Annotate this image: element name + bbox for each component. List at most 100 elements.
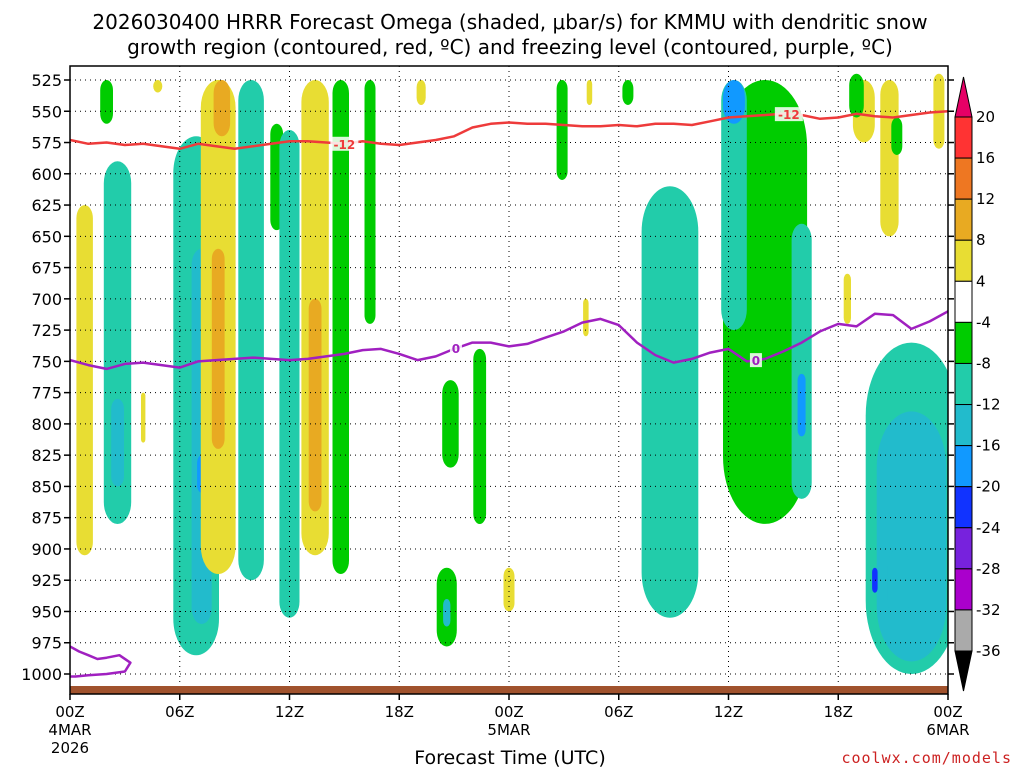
omega-region: [416, 80, 426, 105]
x-tick-date: 4MAR: [48, 721, 91, 739]
colorbar-segment: [954, 157, 973, 200]
y-tick-label: 750: [31, 352, 62, 371]
x-tick-label: 00Z: [55, 703, 84, 721]
colorbar-tick-label: -24: [976, 519, 1001, 537]
omega-region: [443, 599, 451, 627]
colorbar-tick-label: 8: [976, 231, 986, 249]
y-tick-label: 875: [31, 509, 62, 528]
colorbar-tick-label: -8: [976, 354, 991, 372]
colorbar-segment: [954, 404, 973, 447]
omega-region: [111, 398, 124, 487]
colorbar-segment: [954, 116, 973, 159]
omega-region: [364, 80, 376, 324]
contour-label-background: [449, 341, 462, 356]
omega-region: [473, 348, 487, 524]
y-tick-label: 550: [31, 102, 62, 121]
omega-region: [153, 80, 163, 93]
omega-region: [622, 80, 634, 105]
colorbar-bottom-arrow: [954, 650, 973, 692]
colorbar-segment: [954, 280, 973, 323]
omega-region: [723, 80, 745, 124]
x-tick-label: 06Z: [165, 703, 194, 721]
omega-region: [797, 373, 806, 437]
y-tick-label: 775: [31, 384, 62, 403]
omega-region: [103, 161, 132, 525]
contour-label: 0: [752, 354, 760, 368]
colorbar-tick-label: -36: [976, 642, 1001, 660]
x-tick-date: 6MAR: [926, 721, 969, 739]
credit-text: coolwx.com/models: [841, 749, 1012, 767]
y-tick-label: 850: [31, 477, 62, 496]
omega-region: [791, 223, 812, 499]
omega-region: [583, 298, 589, 337]
colorbar-tick-label: 12: [976, 190, 995, 208]
chart-title-line-2: growth region (contoured, red, ºC) and f…: [127, 35, 893, 59]
omega-region: [876, 411, 947, 662]
omega-region: [503, 567, 515, 612]
omega-region: [238, 80, 264, 581]
omega-region: [284, 198, 294, 399]
x-tick-label: 12Z: [275, 703, 304, 721]
omega-region: [100, 80, 113, 124]
y-tick-label: 575: [31, 134, 62, 153]
y-tick-label: 525: [31, 71, 62, 90]
omega-region: [556, 80, 568, 180]
omega-region: [891, 117, 903, 155]
colorbar-tick-label: -4: [976, 313, 991, 331]
y-axis: 525 550 575 600 625 650 675 700 725 750 775 800 825 8…: [21, 71, 954, 684]
omega-shading: [76, 73, 948, 674]
colorbar-segment: [954, 609, 973, 652]
omega-region: [76, 205, 93, 556]
omega-region: [332, 80, 349, 574]
colorbar-segment: [954, 445, 973, 488]
colorbar-segment: [954, 527, 973, 570]
x-tick-label: 00Z: [933, 703, 962, 721]
plot-area: -12 -12 0 0: [69, 65, 949, 695]
y-tick-label: 600: [31, 165, 62, 184]
omega-region: [211, 248, 225, 449]
x-axis-label: Forecast Time (UTC): [414, 747, 605, 768]
x-tick-label: 00Z: [494, 703, 523, 721]
y-tick-label: 675: [31, 259, 62, 278]
colorbar-tick-label: 4: [976, 272, 986, 290]
omega-region: [843, 273, 851, 324]
x-tick-label: 06Z: [604, 703, 633, 721]
contour-line: [70, 310, 948, 371]
colorbar-tick-label: -16: [976, 437, 1001, 455]
colorbar-segment: [954, 239, 973, 282]
colorbar-segment: [954, 198, 973, 241]
colorbar-tick-label: 20: [976, 108, 995, 126]
colorbar: 20 16 12 8 4 -4 -8 -12 -16 -20 -24 -28 -32 -36: [954, 76, 1001, 692]
colorbar-segment: [954, 362, 973, 406]
y-tick-label: 825: [31, 446, 62, 465]
contour-label: -12: [778, 108, 800, 122]
y-tick-label: 700: [31, 290, 62, 309]
colorbar-tick-label: -32: [976, 601, 1001, 619]
x-tick-label: 18Z: [824, 703, 853, 721]
contour-lines: -12 -12 0 0: [70, 107, 948, 678]
contour-label-background: [749, 353, 762, 368]
colorbar-tick-label: -20: [976, 478, 1001, 496]
x-tick-date: 5MAR: [487, 721, 530, 739]
omega-region: [641, 186, 699, 618]
contour-line: [70, 645, 132, 678]
omega-region: [245, 373, 257, 499]
colorbar-segment: [954, 486, 973, 529]
omega-region: [887, 548, 910, 618]
y-tick-label: 925: [31, 571, 62, 590]
chart-title-line-1: 2026030400 HRRR Forecast Omega (shaded, …: [92, 10, 927, 34]
omega-region: [872, 567, 878, 593]
omega-region: [586, 80, 593, 105]
omega-region: [141, 392, 146, 443]
contour-label-background: [330, 136, 359, 151]
x-tick-label: 12Z: [714, 703, 743, 721]
colorbar-top-arrow: [954, 76, 973, 118]
x-tick-year: 2026: [51, 739, 89, 757]
omega-region: [308, 298, 322, 512]
omega-region: [213, 80, 231, 137]
y-tick-label: 650: [31, 227, 62, 246]
contour-label: 0: [452, 342, 460, 356]
y-tick-label: 900: [31, 540, 62, 559]
